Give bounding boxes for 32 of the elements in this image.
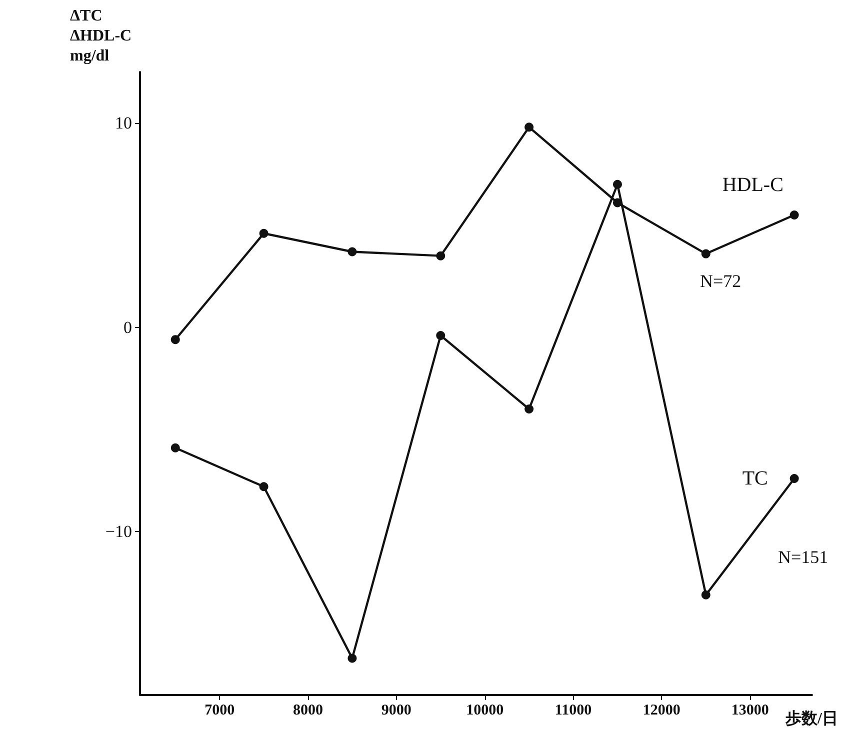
x-tick-label: 12000 [642,702,680,718]
point [790,210,799,220]
point [348,654,357,663]
point [701,590,710,600]
point [701,249,710,258]
x-tick-label: 13000 [731,702,769,718]
point [524,404,534,414]
point [612,198,622,208]
x-tick-label: 8000 [293,702,323,718]
y-axis-title: ΔTC ΔHDL-C mg/dl [70,8,132,64]
x-axis-title: 歩数/日 [784,710,838,728]
point [436,331,446,340]
annotation: N=151 [778,547,828,567]
point [524,122,534,132]
y-tick-label: 10 [115,114,132,133]
series-label: TC [742,467,768,490]
annotation: N=72 [700,271,742,291]
x-tick-label: 7000 [204,702,235,718]
point [259,228,268,238]
point [790,474,799,483]
x-tick-label: 11000 [554,702,592,718]
point [170,443,180,452]
point [170,335,180,344]
x-tick-label: 10000 [466,702,504,718]
x-tick-label: 9000 [381,702,412,718]
series-label: HDL-C [722,174,784,196]
point [612,180,622,189]
point [348,247,357,256]
y-tick-label: −10 [105,522,132,542]
point [436,251,446,260]
y-tick-label: 0 [124,318,132,337]
point [259,482,268,492]
